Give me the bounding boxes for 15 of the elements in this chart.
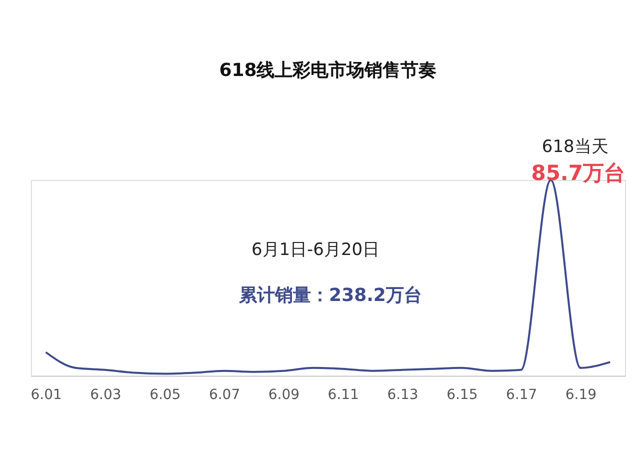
x-tick-label: 6.17 bbox=[506, 387, 538, 404]
x-tick-label: 6.11 bbox=[328, 387, 359, 404]
x-tick-label: 6.15 bbox=[446, 387, 478, 404]
annotation: 累计销量：238.2万台 bbox=[238, 284, 422, 306]
annotation: 85.7万台 bbox=[531, 161, 625, 186]
x-tick-label: 6.03 bbox=[90, 387, 122, 404]
chart-title: 618线上彩电市场销售节奏 bbox=[219, 60, 437, 82]
x-tick-label: 6.19 bbox=[565, 387, 597, 404]
annotation: 6月1日-6月20日 bbox=[251, 240, 380, 260]
text: 618当天 bbox=[542, 137, 608, 158]
x-tick-label: 6.09 bbox=[268, 387, 300, 404]
x-tick-label: 6.07 bbox=[208, 387, 240, 404]
x-tick-label: 6.01 bbox=[30, 387, 62, 404]
x-tick-label: 6.13 bbox=[387, 387, 418, 404]
x-tick-label: 6.05 bbox=[150, 387, 181, 404]
